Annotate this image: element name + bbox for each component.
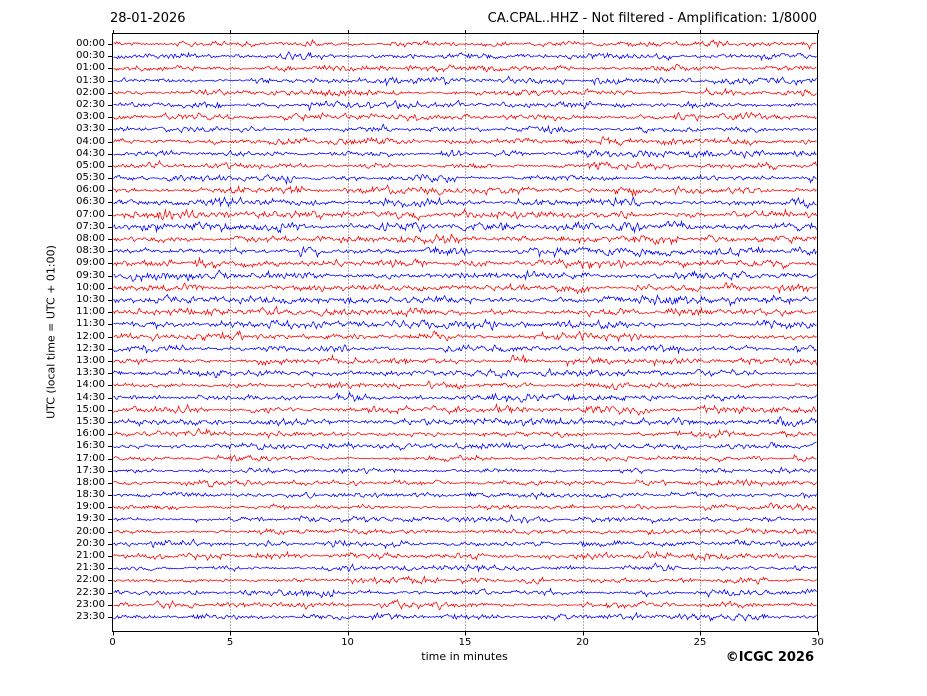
y-tick-label: 14:30 <box>76 391 105 403</box>
y-tick-label: 20:00 <box>76 525 105 537</box>
y-tick-label: 13:30 <box>76 367 105 379</box>
y-tick-label: 10:00 <box>76 281 105 293</box>
y-tick-label: 11:00 <box>76 306 105 318</box>
x-tick-label: 0 <box>109 637 116 648</box>
x-tick-label: 15 <box>458 637 472 648</box>
y-tick-label: 17:30 <box>76 464 105 476</box>
y-tick-label: 23:30 <box>76 611 105 622</box>
y-tick-label: 05:00 <box>76 159 105 171</box>
y-tick-label: 18:30 <box>76 489 105 501</box>
y-tick-label: 01:30 <box>76 74 105 86</box>
x-tick-label: 30 <box>811 637 824 648</box>
y-tick-label: 04:00 <box>76 135 105 147</box>
y-tick-label: 12:00 <box>76 330 105 342</box>
y-tick-label: 13:00 <box>76 354 105 366</box>
y-tick-label: 06:30 <box>76 196 105 208</box>
y-tick-label: 16:30 <box>76 440 105 452</box>
x-tick-label: 25 <box>693 637 707 648</box>
y-tick-label: 02:00 <box>76 86 105 98</box>
y-tick-label: 17:00 <box>76 452 105 464</box>
copyright-label: ©ICGC 2026 <box>725 650 814 665</box>
y-tick-label: 19:30 <box>76 513 105 525</box>
y-tick-label: 15:30 <box>76 415 105 427</box>
y-tick-label: 21:30 <box>76 562 105 574</box>
y-tick-label: 22:00 <box>76 574 105 586</box>
y-tick-label: 03:30 <box>76 123 105 135</box>
y-tick-label: 23:00 <box>76 598 105 610</box>
x-tick-label: 5 <box>226 637 234 648</box>
y-tick-label: 00:30 <box>76 50 105 62</box>
y-tick-label: 11:30 <box>76 318 105 330</box>
y-tick-label: 03:00 <box>76 111 105 123</box>
y-tick-label: 22:30 <box>76 586 105 598</box>
y-tick-label: 16:00 <box>76 428 105 440</box>
y-tick-label: 12:30 <box>76 342 105 354</box>
y-tick-label: 14:00 <box>76 379 105 391</box>
y-tick-label: 18:00 <box>76 476 105 488</box>
y-tick-label: 00:00 <box>76 38 105 49</box>
y-tick-label: 02:30 <box>76 98 105 110</box>
y-tick-label: 07:30 <box>76 220 105 232</box>
x-tick-label: 20 <box>576 637 589 648</box>
y-tick-label: 01:00 <box>76 62 105 74</box>
y-tick-label: 20:30 <box>76 537 105 549</box>
y-tick-label: 08:00 <box>76 233 105 245</box>
y-tick-label: 04:30 <box>76 147 105 159</box>
y-tick-label: 06:00 <box>76 184 105 196</box>
y-tick-label: 09:00 <box>76 257 105 269</box>
y-tick-label: 15:00 <box>76 403 105 415</box>
y-tick-label: 19:00 <box>76 501 105 513</box>
y-axis-label: UTC (local time = UTC + 01:00) <box>44 245 58 419</box>
y-tick-label: 07:00 <box>76 208 105 220</box>
y-tick-label: 10:30 <box>76 294 105 306</box>
x-tick-label: 10 <box>341 637 354 648</box>
y-tick-label: 08:30 <box>76 245 105 257</box>
x-axis-label: time in minutes <box>421 650 508 663</box>
y-tick-label: 09:30 <box>76 269 105 281</box>
y-tick-label: 05:30 <box>76 172 105 184</box>
y-tick-label: 21:00 <box>76 550 105 562</box>
